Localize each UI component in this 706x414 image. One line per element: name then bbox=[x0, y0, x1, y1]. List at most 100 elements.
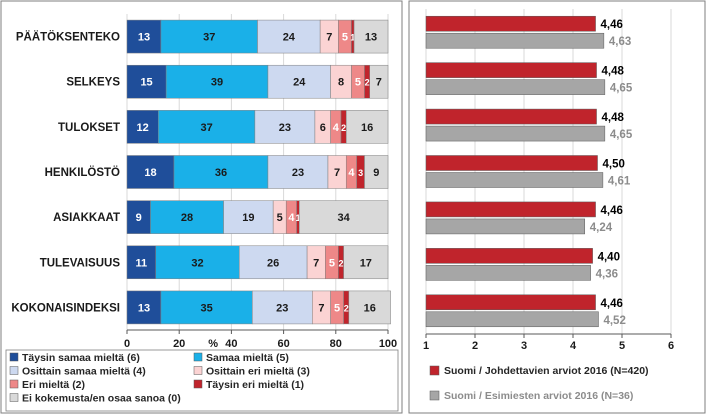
legend-swatch bbox=[9, 352, 19, 362]
bar-value-label: 35 bbox=[200, 302, 212, 314]
bar-value-label: 11 bbox=[136, 257, 148, 269]
mean-score-legend: Suomi / Johdettavien arviot 2016 (N=420)… bbox=[429, 365, 649, 402]
bar-value-label: 24 bbox=[283, 32, 296, 44]
legend-swatch bbox=[9, 366, 19, 375]
mean-bar bbox=[425, 201, 596, 218]
mean-bar bbox=[425, 172, 604, 188]
bar-value-label: 5 bbox=[355, 77, 361, 89]
mean-value-label: 4,40 bbox=[598, 251, 620, 263]
bar-value-label: 36 bbox=[215, 167, 227, 179]
mean-value-label: 4,48 bbox=[602, 112, 625, 124]
bar-segment bbox=[173, 155, 269, 189]
bar-value-label: 5 bbox=[334, 302, 340, 314]
right-x-tick-label: 6 bbox=[668, 340, 674, 352]
mean-bar bbox=[425, 294, 596, 311]
bar-value-label: 7 bbox=[326, 32, 332, 44]
bar-value-label: 18 bbox=[144, 167, 156, 179]
bar-segment bbox=[267, 64, 331, 99]
bar-value-label: 5 bbox=[342, 32, 348, 44]
bar-value-label: 9 bbox=[373, 167, 379, 179]
mean-score-chart: 4,46 4,63 4,48 4,65 4,48 4,65 4,50 4,61 4,46 4,24… bbox=[423, 9, 674, 352]
legend-swatch bbox=[9, 379, 19, 389]
mean-value-label: 4,65 bbox=[610, 83, 633, 95]
bar-value-label: 2 bbox=[339, 258, 344, 268]
bar-segment bbox=[126, 290, 162, 325]
left-x-tick-label: 60 bbox=[277, 338, 289, 350]
bar-segment bbox=[126, 64, 167, 99]
bar-segment bbox=[254, 110, 316, 144]
legend-label: Ei kokemusta/en osaa sanoa (0) bbox=[22, 393, 181, 405]
bar-value-label: 32 bbox=[191, 257, 203, 269]
left-x-tick-label: 40 bbox=[225, 338, 237, 350]
bar-segment bbox=[299, 200, 389, 234]
bar-value-label: 19 bbox=[242, 212, 254, 224]
bar-segment bbox=[348, 290, 391, 325]
mean-value-label: 4,63 bbox=[609, 36, 631, 48]
mean-bar bbox=[425, 248, 593, 264]
category-label-henkilosto: HENKILÖSTÖ bbox=[45, 166, 120, 179]
right-x-tick-label: 3 bbox=[521, 340, 527, 352]
bar-value-label: 37 bbox=[200, 122, 212, 134]
stacked-bar-legend: Täysin samaa mieltä (6) Samaa mieltä (5) O… bbox=[5, 349, 399, 412]
legend-swatch bbox=[429, 390, 440, 401]
bar-segment bbox=[345, 110, 389, 144]
bar-segment bbox=[126, 155, 175, 189]
legend-swatch bbox=[193, 379, 203, 389]
bar-segment bbox=[150, 200, 224, 234]
bar-value-label: 37 bbox=[203, 32, 215, 44]
bar-value-label: 13 bbox=[365, 32, 377, 44]
bar-value-label: 2 bbox=[341, 123, 346, 133]
right-x-tick-label: 4 bbox=[570, 340, 577, 352]
bar-value-label: 23 bbox=[279, 122, 291, 134]
bar-value-label: 7 bbox=[318, 302, 324, 314]
bar-segment bbox=[160, 19, 258, 54]
mean-bar bbox=[425, 125, 606, 142]
category-label-asiakkaat: ASIAKKAAT bbox=[53, 212, 120, 224]
legend-swatch bbox=[193, 366, 203, 375]
mean-value-label: 4,61 bbox=[608, 176, 631, 188]
bar-value-label: 7 bbox=[334, 167, 340, 179]
bar-value-label: 8 bbox=[338, 77, 344, 89]
legend-label: Osittain eri mieltä (3) bbox=[206, 366, 310, 378]
right-x-tick-label: 5 bbox=[619, 340, 625, 352]
category-label-tulevaisuus: TULEVAISUUS bbox=[40, 257, 121, 269]
mean-bar bbox=[425, 265, 591, 281]
legend-label: Samaa mieltä (5) bbox=[206, 352, 289, 364]
bar-value-label: 34 bbox=[338, 212, 351, 224]
bar-value-label: 26 bbox=[267, 257, 279, 269]
bar-value-label: 4 bbox=[288, 212, 295, 224]
bar-value-label: 5 bbox=[277, 212, 283, 224]
left-x-tick-label: 80 bbox=[330, 338, 342, 350]
legend-label: Suomi / Johdettavien arviot 2016 (N=420) bbox=[444, 365, 649, 377]
bar-value-label: 9 bbox=[136, 212, 142, 224]
bar-value-label: 2 bbox=[365, 78, 370, 88]
bar-value-label: 1 bbox=[295, 213, 300, 223]
bar-value-label: 39 bbox=[211, 77, 223, 89]
bar-segment bbox=[155, 245, 240, 280]
mean-bar bbox=[425, 311, 599, 328]
bar-segment bbox=[364, 155, 389, 189]
bar-value-label: 23 bbox=[276, 302, 288, 314]
left-x-tick-label: 100 bbox=[379, 338, 397, 350]
right-x-tick-label: 2 bbox=[472, 340, 478, 352]
right-x-tick-label: 1 bbox=[423, 340, 429, 352]
mean-value-label: 4,24 bbox=[590, 222, 613, 234]
bar-value-label: 13 bbox=[138, 302, 150, 314]
mean-bar bbox=[425, 218, 586, 235]
category-label-paatoksenteko: PÄÄTÖKSENTEKO bbox=[16, 31, 120, 44]
mean-bar bbox=[425, 32, 605, 49]
bar-value-label: 6 bbox=[320, 122, 326, 134]
mean-value-label: 4,46 bbox=[601, 19, 623, 31]
bar-value-label: 4 bbox=[348, 167, 355, 179]
bar-segment bbox=[343, 245, 389, 280]
legend-label: Täysin eri mieltä (1) bbox=[206, 379, 304, 391]
bar-value-label: 13 bbox=[138, 32, 150, 44]
bar-value-label: 15 bbox=[140, 77, 152, 89]
bar-value-label: 16 bbox=[361, 122, 373, 134]
mean-value-label: 4,36 bbox=[596, 268, 618, 280]
mean-value-label: 4,48 bbox=[602, 66, 625, 78]
bar-value-label: 23 bbox=[292, 167, 304, 179]
mean-value-label: 4,52 bbox=[603, 315, 625, 327]
category-label-selkeys: SELKEYS bbox=[66, 77, 120, 89]
